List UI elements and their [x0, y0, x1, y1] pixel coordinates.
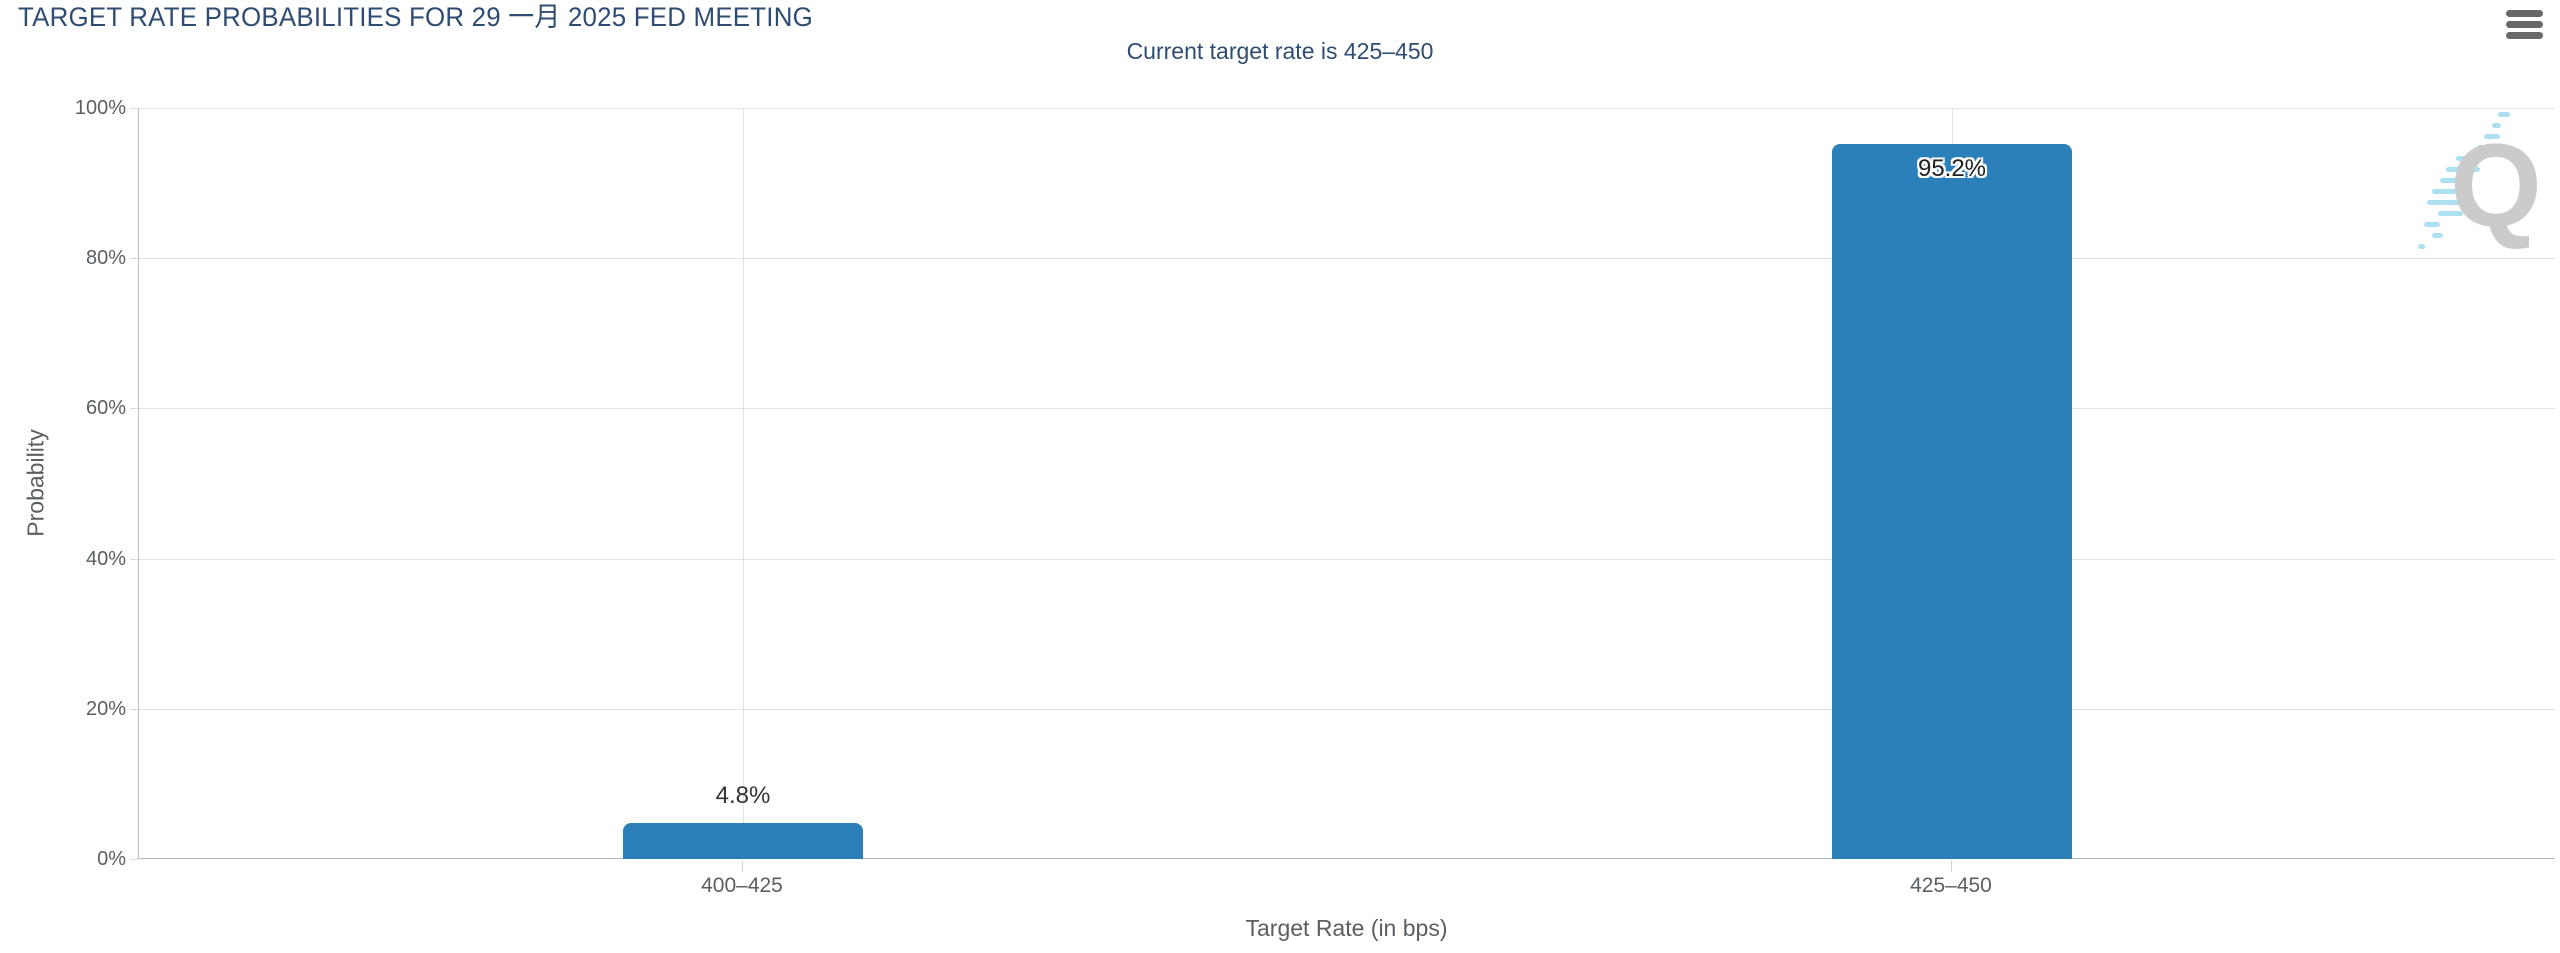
- y-tick: [130, 859, 138, 860]
- y-tick: [130, 258, 138, 259]
- x-axis-title: Target Rate (in bps): [1245, 915, 1448, 941]
- y-gridline: [139, 408, 2555, 409]
- y-axis-title: Probability: [22, 429, 49, 537]
- x-gridline: [743, 108, 744, 858]
- chart-title: TARGET RATE PROBABILITIES FOR 29 一月 2025…: [18, 2, 813, 32]
- x-category-label: 400–425: [701, 874, 783, 897]
- hamburger-icon: [2506, 10, 2543, 17]
- watermark-dashes: [2418, 112, 2510, 249]
- x-category-label: 425–450: [1910, 874, 1992, 897]
- probability-bar[interactable]: [1832, 144, 2072, 859]
- y-tick: [130, 408, 138, 409]
- probability-bar[interactable]: [623, 823, 863, 859]
- y-tick-label: 20%: [85, 698, 126, 720]
- x-tick: [1951, 861, 1952, 872]
- y-gridline: [139, 559, 2555, 560]
- y-tick-label: 100%: [74, 97, 126, 119]
- y-tick-label: 0%: [97, 848, 126, 870]
- hamburger-icon: [2506, 32, 2543, 39]
- watermark-letter: Q: [2450, 120, 2542, 252]
- chart-subtitle: Current target rate is 425–450: [1126, 38, 1434, 64]
- hamburger-icon: [2506, 21, 2543, 28]
- y-gridline: [139, 709, 2555, 710]
- bar-value-label: 4.8%: [715, 782, 771, 809]
- context-menu-button[interactable]: [2506, 8, 2546, 42]
- y-gridline: [139, 258, 2555, 259]
- bar-value-label: 95.2%: [1917, 155, 1987, 182]
- x-tick: [742, 861, 743, 872]
- y-gridline: [139, 108, 2555, 109]
- plot-area: 4.8% 95.2%: [130, 108, 2555, 860]
- y-tick-label: 60%: [85, 397, 126, 419]
- y-tick: [130, 559, 138, 560]
- y-tick-label: 40%: [85, 548, 126, 570]
- y-tick: [130, 709, 138, 710]
- watermark-logo: Q: [2418, 112, 2542, 252]
- y-tick-label: 80%: [85, 247, 126, 269]
- y-tick: [130, 108, 138, 109]
